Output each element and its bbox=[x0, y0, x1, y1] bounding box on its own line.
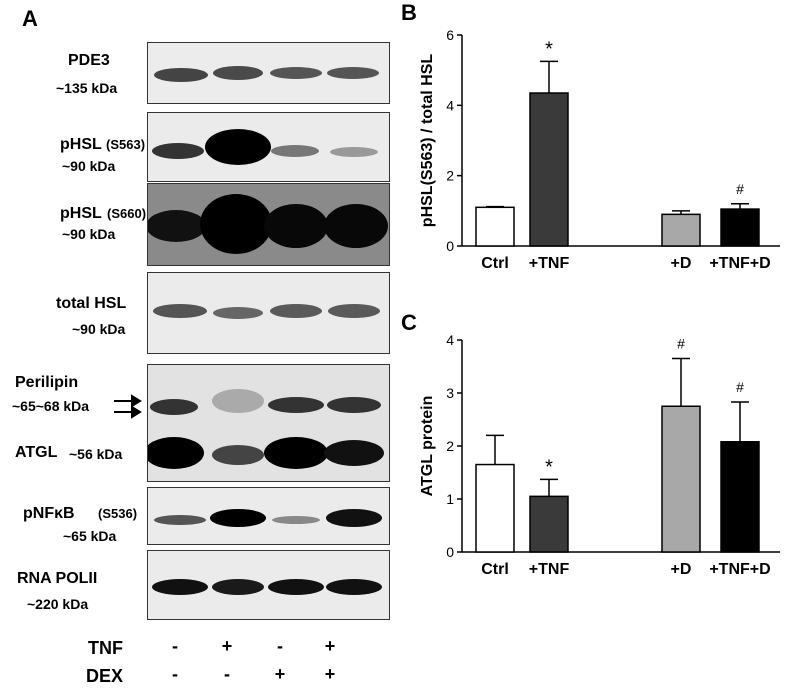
chart-b-y-label: pHSL(S563) / total HSL bbox=[419, 54, 436, 228]
blot-rnapol-label: RNA POLII bbox=[17, 570, 98, 587]
chart-c-significance-mark: # bbox=[677, 336, 685, 352]
treatment-dex-sign: - bbox=[224, 664, 230, 684]
blot-totalhsl-label: total HSL bbox=[56, 295, 127, 312]
panel-b-letter: B bbox=[401, 0, 417, 25]
chart-c-y-tick-label: 1 bbox=[446, 491, 454, 507]
blot-pnfkb-image bbox=[147, 487, 390, 545]
chart-b-bar bbox=[529, 92, 569, 247]
chart-c-bar bbox=[661, 405, 701, 553]
chart-b-y-tick-label: 2 bbox=[446, 168, 454, 184]
blot-pnfkb-label: pNFκB bbox=[23, 505, 75, 522]
treatment-dex-sign: + bbox=[274, 664, 286, 684]
blot-phsl563-image bbox=[147, 112, 390, 182]
blot-phsl660-label: pHSL bbox=[60, 205, 102, 222]
chart-c-bar bbox=[529, 495, 569, 553]
blot-rnapol-size: ~220 kDa bbox=[27, 596, 89, 612]
blot-pde3-size: ~135 kDa bbox=[56, 80, 118, 96]
chart-c-bar bbox=[720, 441, 760, 553]
chart-b-bar bbox=[720, 208, 760, 247]
treatment-tnf-sign: - bbox=[277, 636, 283, 656]
blot-atgl-size: ~56 kDa bbox=[69, 446, 123, 462]
treatment-tnf-sign: + bbox=[221, 636, 233, 656]
chart-b-significance-mark: # bbox=[736, 181, 744, 197]
chart-b-category-label: +TNF+D bbox=[709, 255, 770, 272]
perilipin-arrows-icon bbox=[114, 394, 142, 419]
treatment-tnf-label: TNF bbox=[88, 638, 123, 658]
blot-rnapol-image bbox=[147, 550, 390, 620]
chart-c-category-label: +TNF+D bbox=[709, 561, 770, 578]
chart-c-category-label: Ctrl bbox=[481, 561, 509, 578]
chart-c-bar bbox=[475, 463, 515, 553]
chart-b-y-tick-label: 4 bbox=[446, 97, 454, 113]
chart-b-category-label: Ctrl bbox=[481, 255, 509, 272]
chart-b-y-tick-label: 6 bbox=[446, 27, 454, 43]
chart-c-significance-mark: * bbox=[545, 456, 553, 478]
blot-phsl660-site: (S660) bbox=[107, 206, 147, 221]
blot-pde3-label: PDE3 bbox=[68, 52, 110, 69]
panel-c-letter: C bbox=[401, 310, 417, 335]
chart-c-category-label: +TNF bbox=[529, 561, 570, 578]
chart-c-y-tick-label: 3 bbox=[446, 385, 454, 401]
blot-phsl563-size: ~90 kDa bbox=[62, 158, 116, 174]
blot-totalhsl-image bbox=[147, 272, 390, 354]
chart-c-y-tick-label: 0 bbox=[446, 544, 454, 560]
blot-atgl-label: ATGL bbox=[15, 444, 58, 461]
blot-phsl660-image bbox=[146, 183, 390, 266]
chart-c-y-tick-label: 4 bbox=[446, 332, 454, 348]
chart-c-y-label: ATGL protein bbox=[419, 396, 436, 497]
treatment-tnf-sign: + bbox=[324, 636, 336, 656]
blot-phsl660-size: ~90 kDa bbox=[62, 226, 116, 242]
blot-perilipin-atgl-image bbox=[144, 364, 390, 482]
chart-b-bar bbox=[661, 213, 701, 247]
blot-pde3-image bbox=[147, 42, 390, 104]
chart-b-significance-mark: * bbox=[545, 38, 553, 60]
chart-b-y-tick-label: 0 bbox=[446, 238, 454, 254]
chart-c-significance-mark: # bbox=[736, 379, 744, 395]
chart-b-bar bbox=[475, 206, 515, 247]
blot-pnfkb-size: ~65 kDa bbox=[63, 528, 117, 544]
chart-b-category-label: +TNF bbox=[529, 255, 570, 272]
treatment-dex-sign: + bbox=[324, 664, 336, 684]
treatment-tnf-sign: - bbox=[172, 636, 178, 656]
chart-c-category-label: +D bbox=[671, 561, 692, 578]
panel-a-letter: A bbox=[22, 6, 38, 31]
blot-totalhsl-size: ~90 kDa bbox=[72, 321, 126, 337]
blot-perilipin-size: ~65~68 kDa bbox=[12, 398, 90, 414]
treatment-dex-label: DEX bbox=[86, 666, 124, 686]
blot-perilipin-label: Perilipin bbox=[15, 374, 79, 391]
blot-pnfkb-site: (S536) bbox=[98, 506, 138, 521]
blot-phsl563-label: pHSL bbox=[60, 136, 102, 153]
chart-b-category-label: +D bbox=[671, 255, 692, 272]
treatment-dex-sign: - bbox=[172, 664, 178, 684]
chart-c-y-tick-label: 2 bbox=[446, 438, 454, 454]
blot-phsl563-site: (S563) bbox=[106, 137, 146, 152]
